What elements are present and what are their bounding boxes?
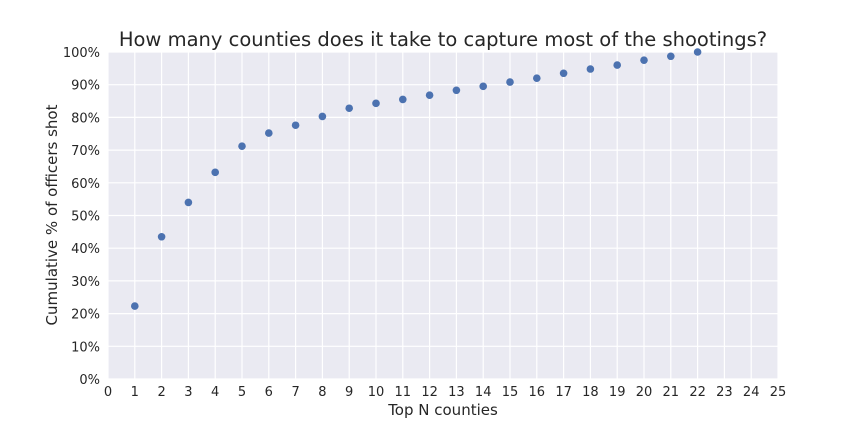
- x-tick-label: 8: [318, 385, 326, 400]
- x-tick-label: 17: [555, 385, 572, 400]
- data-points: [131, 48, 702, 310]
- grid-lines: [107, 51, 779, 380]
- y-tick-label: 70%: [71, 144, 100, 159]
- x-tick-label: 23: [716, 385, 733, 400]
- x-tick-label: 13: [448, 385, 465, 400]
- x-tick-label: 18: [582, 385, 599, 400]
- x-tick-label: 5: [238, 385, 246, 400]
- data-point: [238, 142, 246, 150]
- data-point: [640, 56, 648, 64]
- y-tick-label: 60%: [71, 177, 100, 192]
- x-tick-label: 2: [157, 385, 165, 400]
- y-tick-label: 30%: [71, 275, 100, 290]
- y-tick-label: 10%: [71, 340, 100, 355]
- x-tick-label: 15: [502, 385, 519, 400]
- y-tick-label: 20%: [71, 308, 100, 323]
- x-tick-label: 6: [265, 385, 273, 400]
- x-tick-label: 9: [345, 385, 353, 400]
- data-point: [425, 91, 434, 99]
- x-tick-label: 7: [291, 385, 299, 400]
- x-tick-label: 0: [104, 385, 112, 400]
- x-axis-label: Top N counties: [387, 401, 498, 419]
- y-tick-labels: 0% 10% 20% 30% 40% 50% 60% 70% 80% 90% 100%: [63, 46, 100, 388]
- x-tick-label: 12: [421, 385, 438, 400]
- data-point: [533, 74, 541, 82]
- data-point: [372, 99, 380, 108]
- x-tick-label: 11: [395, 385, 412, 400]
- data-point: [399, 95, 407, 104]
- data-point: [291, 121, 300, 130]
- data-point: [131, 302, 139, 310]
- data-point: [693, 48, 702, 56]
- x-tick-label: 22: [689, 385, 706, 400]
- data-point: [157, 232, 166, 241]
- data-point: [345, 104, 354, 113]
- x-tick-label: 16: [529, 385, 546, 400]
- x-tick-label: 14: [475, 385, 492, 400]
- data-point: [184, 198, 193, 207]
- y-tick-label: 0%: [79, 373, 100, 388]
- y-tick-label: 40%: [71, 242, 100, 257]
- x-tick-labels: 0 1 2 3 4 5 6 7 8 9 10 11 12 13 14 15 16 17 18 19 20 21 22 23 24…: [104, 385, 786, 400]
- data-point: [559, 69, 568, 78]
- x-tick-label: 1: [131, 385, 139, 400]
- data-point: [506, 78, 514, 86]
- x-tick-label: 21: [663, 385, 680, 400]
- data-point: [318, 112, 327, 121]
- y-axis-label: Cumulative % of officers shot: [43, 104, 61, 325]
- data-point: [667, 52, 675, 61]
- x-tick-label: 24: [743, 385, 760, 400]
- chart-title: How many counties does it take to captur…: [119, 28, 767, 51]
- y-tick-label: 90%: [71, 79, 100, 94]
- y-tick-label: 100%: [63, 46, 100, 61]
- data-point: [613, 61, 621, 69]
- x-tick-label: 20: [636, 385, 653, 400]
- x-tick-label: 10: [368, 385, 385, 400]
- data-point: [211, 168, 219, 177]
- data-point: [452, 86, 461, 95]
- x-tick-label: 3: [184, 385, 192, 400]
- y-tick-label: 80%: [71, 111, 100, 126]
- x-tick-label: 25: [770, 385, 787, 400]
- y-tick-label: 50%: [71, 210, 100, 225]
- x-tick-label: 19: [609, 385, 626, 400]
- x-tick-label: 4: [211, 385, 219, 400]
- data-point: [479, 82, 488, 91]
- data-point: [586, 65, 595, 73]
- data-point: [265, 129, 273, 137]
